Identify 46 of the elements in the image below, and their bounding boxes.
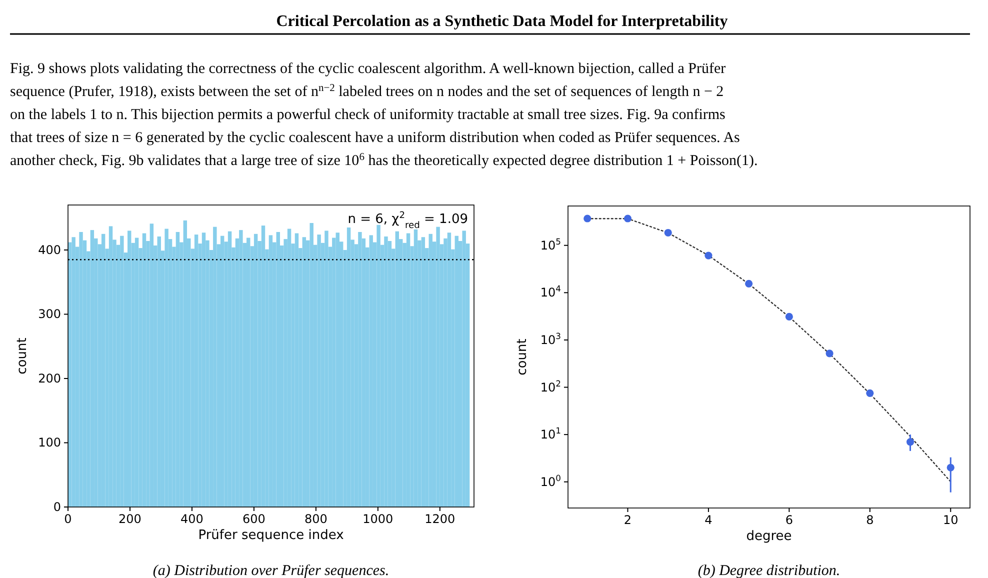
point	[785, 312, 793, 321]
x-tick-label: 4	[704, 513, 712, 527]
x-tick-label: 1000	[362, 512, 394, 526]
point	[826, 350, 834, 358]
text: on the labels 1 to n. This bijection permits a powerful check of uniformity tractable at small tree sizes. Fig. 9a confirms	[10, 107, 726, 123]
point	[624, 214, 632, 222]
point	[946, 464, 954, 472]
y-axis-title: count	[15, 338, 30, 374]
point	[906, 438, 914, 446]
y-tick-label: 0	[53, 500, 61, 514]
y-tick-label: 10$^{0}$	[540, 472, 561, 489]
x-tick-label: 8	[866, 513, 874, 527]
point	[584, 214, 592, 222]
text: (b) Degree distribution.	[698, 563, 840, 578]
y-tick-label: 10$^{5}$	[540, 236, 561, 252]
x-axis-title: degree	[746, 529, 792, 544]
text: Critical Percolation as a Synthetic Data Model for Interpretability	[276, 13, 728, 30]
y-tick-label: 10$^{4}$	[540, 284, 561, 300]
point	[866, 389, 874, 397]
x-tick-label: 200	[118, 512, 142, 526]
text: sequence (Prufer, 1918), exists between the set of n$^{n−2}$ labeled trees on n nodes and the set of sequences of length n − 2	[10, 82, 724, 100]
x-tick-label: 10	[942, 513, 958, 527]
y-tick-label: 10$^{2}$	[540, 378, 561, 394]
text: that trees of size n = 6 generated by the cyclic coalescent have a uniform distribution when coded as Prüfer sequences. As	[10, 130, 740, 146]
x-tick-label: 2	[624, 513, 632, 527]
x-tick-label: 400	[180, 512, 204, 526]
x-axis-title: Prüfer sequence index	[198, 528, 344, 543]
y-tick-label: 10$^{3}$	[540, 330, 561, 347]
y-tick-label: 400	[38, 242, 61, 257]
text: (a) Distribution over Prüfer sequences.	[152, 563, 390, 578]
text: another check, Fig. 9b validates that a large tree of size 10$^{6}$ has the theoretically expected degree distribution 1 + Poisson(1).	[10, 152, 758, 169]
x-tick-label: 800	[304, 512, 328, 526]
y-tick-label: 300	[38, 307, 61, 322]
point	[664, 228, 672, 237]
y-tick-label: 100	[38, 436, 61, 450]
x-tick-label: 6	[785, 513, 793, 527]
x-tick-label: 600	[242, 512, 266, 526]
y-tick-label: 200	[38, 371, 61, 386]
x-tick-label: 0	[64, 512, 72, 526]
y-tick-label: 10$^{1}$	[540, 426, 561, 442]
caption: Fig. 9 shows plots validating the correctness of the cyclic coalescent algorithm. A well-known bijection, called a Prüfer	[10, 61, 726, 77]
point	[704, 252, 712, 260]
point	[745, 280, 753, 288]
x-tick-label: 1200	[424, 512, 456, 526]
annotation: n = 6, χ$^{2}$$_{red}$ = 1.09	[348, 211, 468, 231]
y-axis-title: count	[515, 338, 530, 376]
